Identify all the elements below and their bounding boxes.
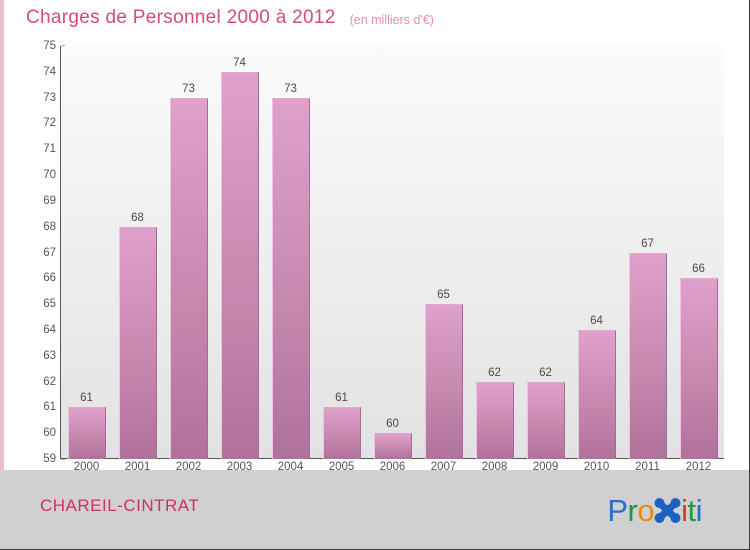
bar[interactable] bbox=[628, 252, 667, 459]
bar[interactable] bbox=[526, 381, 565, 459]
y-axis-tick-label: 59 bbox=[43, 453, 56, 465]
chart-subtitle: (en milliers d'€) bbox=[349, 12, 434, 27]
bar-slot: 61 bbox=[61, 46, 112, 459]
y-axis-tick-mark bbox=[61, 458, 65, 460]
bar[interactable] bbox=[679, 278, 718, 459]
bar[interactable] bbox=[118, 226, 157, 459]
commune-name: CHAREIL-CINTRAT bbox=[40, 496, 200, 515]
y-axis-tick-label: 69 bbox=[43, 194, 56, 207]
y-axis-tick-label: 72 bbox=[43, 117, 56, 130]
y-axis-tick-label: 61 bbox=[43, 401, 56, 414]
bar-value-label: 74 bbox=[233, 56, 246, 69]
bar-slot: 62 bbox=[469, 46, 520, 459]
bar-slot: 68 bbox=[112, 46, 163, 459]
bar-series: 61 68 73 74 73 61 60 65 62 62 64 67 66 bbox=[61, 46, 724, 459]
bar[interactable] bbox=[271, 97, 310, 459]
bar-value-label: 73 bbox=[284, 82, 297, 95]
y-axis-tick-label: 64 bbox=[43, 323, 56, 336]
bar-slot: 67 bbox=[622, 46, 673, 459]
y-axis-tick-label: 75 bbox=[43, 40, 56, 52]
chart-title: Charges de Personnel 2000 à 2012 bbox=[26, 7, 336, 28]
bar-value-label: 62 bbox=[488, 366, 501, 379]
bar[interactable] bbox=[475, 381, 514, 459]
bar-value-label: 64 bbox=[590, 314, 603, 327]
y-axis-tick-label: 62 bbox=[43, 375, 56, 388]
logo-letter: t bbox=[687, 492, 696, 528]
bar[interactable] bbox=[424, 304, 463, 459]
bar-value-label: 61 bbox=[80, 392, 93, 405]
bar-value-label: 61 bbox=[335, 392, 348, 405]
logo-letter: o bbox=[637, 492, 655, 528]
logo-letter: i bbox=[681, 492, 688, 528]
bar-value-label: 67 bbox=[641, 237, 654, 250]
bar-slot: 66 bbox=[673, 46, 724, 459]
bar-value-label: 68 bbox=[131, 211, 144, 224]
y-axis-tick-label: 65 bbox=[43, 298, 56, 311]
plot-wrapper: 59 60 61 62 63 64 65 66 67 68 69 70 71 72 73 74 75 61 68 7… bbox=[4, 36, 749, 473]
logo-starburst-icon bbox=[654, 497, 681, 524]
bar-slot: 73 bbox=[265, 46, 316, 459]
y-axis-tick-label: 68 bbox=[43, 220, 56, 233]
bar-slot: 64 bbox=[571, 46, 622, 459]
bar-slot: 73 bbox=[163, 46, 214, 459]
bar[interactable] bbox=[577, 329, 616, 459]
y-axis-tick-label: 71 bbox=[43, 143, 56, 156]
bar-slot: 65 bbox=[418, 46, 469, 459]
left-accent-stripe bbox=[0, 0, 4, 470]
bar[interactable] bbox=[322, 407, 361, 459]
bar-slot: 60 bbox=[367, 46, 418, 459]
bar-value-label: 65 bbox=[437, 289, 450, 302]
bar-slot: 62 bbox=[520, 46, 571, 459]
logo-letter: P bbox=[607, 492, 628, 528]
bar[interactable] bbox=[169, 97, 208, 459]
logo-letter: r bbox=[627, 492, 638, 528]
y-axis-tick-label: 73 bbox=[43, 91, 56, 104]
y-axis: 59 60 61 62 63 64 65 66 67 68 69 70 71 72 73 74 75 bbox=[4, 40, 65, 465]
bar-value-label: 66 bbox=[692, 263, 705, 276]
y-axis-tick-label: 70 bbox=[43, 169, 56, 182]
y-axis-tick-label: 74 bbox=[43, 65, 56, 78]
chart-header: Charges de Personnel 2000 à 2012 (en mil… bbox=[0, 0, 749, 36]
bar-value-label: 60 bbox=[386, 418, 399, 431]
bar-slot: 74 bbox=[214, 46, 265, 459]
bar[interactable] bbox=[67, 407, 106, 459]
y-axis-tick-label: 66 bbox=[43, 272, 56, 285]
bar[interactable] bbox=[373, 433, 412, 459]
y-axis-tick-label: 67 bbox=[43, 246, 56, 259]
logo-letter: i bbox=[695, 492, 703, 528]
bar-slot: 61 bbox=[316, 46, 367, 459]
y-axis-tick-label: 60 bbox=[43, 427, 56, 440]
y-axis-tick-label: 63 bbox=[43, 349, 56, 362]
bar-value-label: 62 bbox=[539, 366, 552, 379]
bar[interactable] bbox=[220, 71, 259, 459]
bar-value-label: 73 bbox=[182, 82, 195, 95]
